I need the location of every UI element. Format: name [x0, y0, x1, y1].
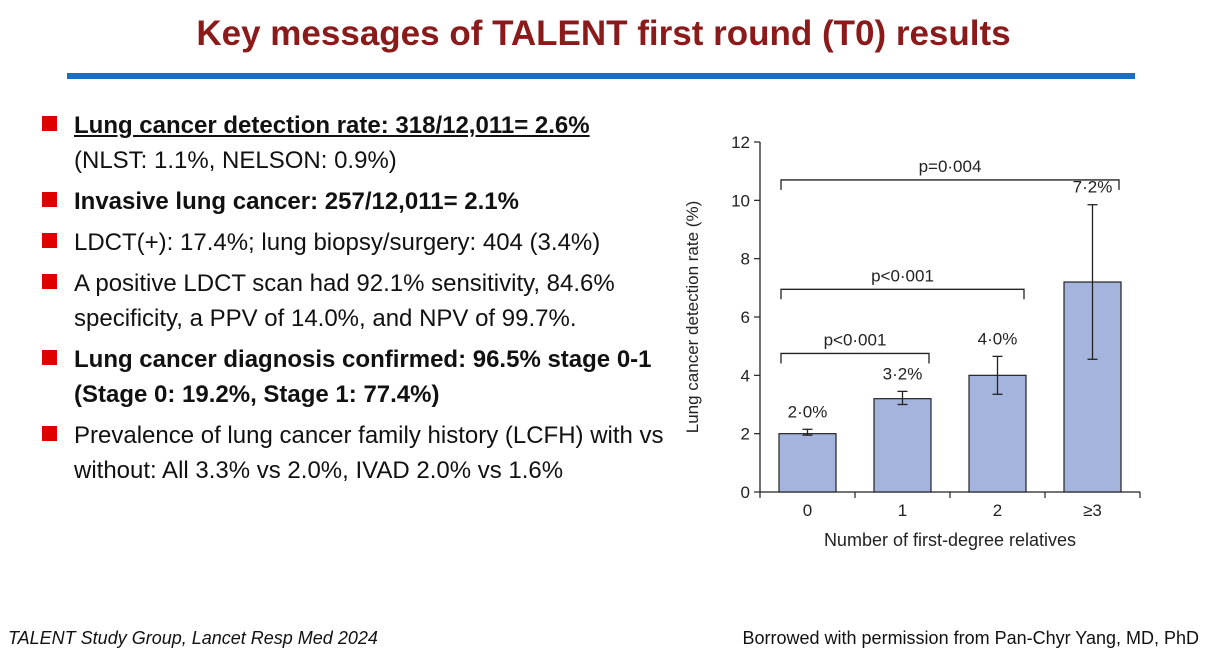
bullet-marker — [42, 116, 57, 131]
bullet-text: Prevalence of lung cancer family history… — [74, 422, 664, 484]
x-tick-label: 0 — [803, 501, 812, 520]
bullet-subtext: (NLST: 1.1%, NELSON: 0.9%) — [74, 147, 397, 174]
significance-bracket — [780, 288, 1025, 300]
bullet-marker — [42, 426, 57, 441]
credit: Borrowed with permission from Pan-Chyr Y… — [742, 628, 1200, 648]
data-label: 2·0% — [788, 402, 828, 421]
bullet-marker — [42, 192, 57, 207]
bullet-marker — [42, 233, 57, 248]
bullet-text: Lung cancer diagnosis confirmed: 96.5% s… — [74, 346, 652, 408]
bar — [778, 433, 837, 493]
significance-bracket — [780, 179, 1120, 190]
key-messages-list: Lung cancer detection rate: 318/12,011= … — [40, 108, 680, 494]
y-tick-label: 12 — [731, 133, 750, 152]
y-axis-label: Lung cancer detection rate (%) — [683, 201, 702, 433]
significance-label: p=0·004 — [919, 157, 982, 176]
bullet-text: Lung cancer detection rate: 318/12,011= … — [74, 112, 590, 139]
title-underline — [67, 73, 1135, 79]
x-tick-label: 1 — [898, 501, 907, 520]
bullet-text: LDCT(+): 17.4%; lung biopsy/surgery: 404… — [74, 229, 601, 256]
bullet-sensitivity: A positive LDCT scan had 92.1% sensitivi… — [40, 266, 680, 336]
bullet-ldct-positive: LDCT(+): 17.4%; lung biopsy/surgery: 404… — [40, 225, 680, 260]
bullet-detection-rate: Lung cancer detection rate: 318/12,011= … — [40, 108, 680, 178]
slide-title: Key messages of TALENT first round (T0) … — [196, 14, 1011, 53]
significance-label: p<0·001 — [824, 330, 887, 349]
y-tick-label: 4 — [741, 366, 750, 385]
detection-rate-chart: 0 2 4 6 8 10 12 2·0% 0 3·2% 1 4·0% 2 7·2% ≥3 p<0·001 p<0… — [670, 120, 1150, 565]
data-label: 4·0% — [978, 329, 1018, 348]
bullet-text: Invasive lung cancer: 257/12,011= 2.1% — [74, 188, 519, 215]
data-label: 3·2% — [883, 364, 923, 383]
y-tick-label: 0 — [741, 483, 750, 502]
significance-bracket — [780, 352, 930, 364]
data-label: 7·2% — [1073, 178, 1113, 197]
chart-svg: 0 2 4 6 8 10 12 2·0% 0 3·2% 1 4·0% 2 7·2% ≥3 p<0·001 p<0… — [683, 133, 1141, 550]
bullet-marker — [42, 274, 57, 289]
bullet-diagnosis-stage: Lung cancer diagnosis confirmed: 96.5% s… — [40, 342, 680, 412]
y-tick-label: 6 — [741, 308, 750, 327]
y-tick-label: 8 — [741, 250, 750, 269]
bullet-text: A positive LDCT scan had 92.1% sensitivi… — [74, 270, 615, 332]
x-tick-label: 2 — [993, 501, 1002, 520]
y-tick-label: 2 — [741, 425, 750, 444]
bullet-invasive: Invasive lung cancer: 257/12,011= 2.1% — [40, 184, 680, 219]
x-tick-label: ≥3 — [1083, 501, 1102, 520]
y-tick-label: 10 — [731, 191, 750, 210]
bullet-marker — [42, 350, 57, 365]
significance-label: p<0·001 — [871, 266, 934, 285]
x-axis-label: Number of first-degree relatives — [824, 530, 1076, 550]
citation: TALENT Study Group, Lancet Resp Med 2024 — [8, 628, 378, 648]
bar — [873, 398, 932, 493]
bullet-family-history: Prevalence of lung cancer family history… — [40, 418, 680, 488]
